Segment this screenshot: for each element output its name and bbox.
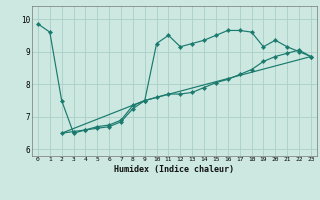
X-axis label: Humidex (Indice chaleur): Humidex (Indice chaleur) [115, 165, 234, 174]
